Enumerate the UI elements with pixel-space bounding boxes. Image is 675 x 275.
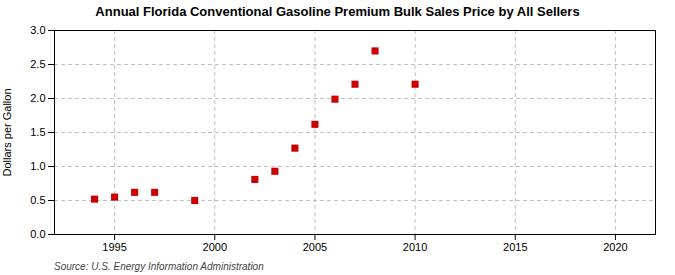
svg-text:1995: 1995 [102,241,126,253]
svg-text:2.5: 2.5 [30,58,45,70]
svg-text:2020: 2020 [603,241,627,253]
svg-text:0.5: 0.5 [30,194,45,206]
svg-text:2010: 2010 [403,241,427,253]
svg-text:1.5: 1.5 [30,126,45,138]
svg-text:2015: 2015 [503,241,527,253]
svg-text:3.0: 3.0 [30,24,45,36]
svg-text:1.0: 1.0 [30,160,45,172]
svg-text:2005: 2005 [303,241,327,253]
svg-text:2.0: 2.0 [30,92,45,104]
svg-text:Dollars per Gallon: Dollars per Gallon [1,88,13,176]
html-text:Annual Florida Conventional Ga: Annual Florida Conventional Gasoline Pre… [95,4,580,19]
svg-text:0.0: 0.0 [30,228,45,240]
svg-text:2000: 2000 [203,241,227,253]
html-text:Source: U.S. Energy Informatio: Source: U.S. Energy Information Administ… [54,261,264,272]
